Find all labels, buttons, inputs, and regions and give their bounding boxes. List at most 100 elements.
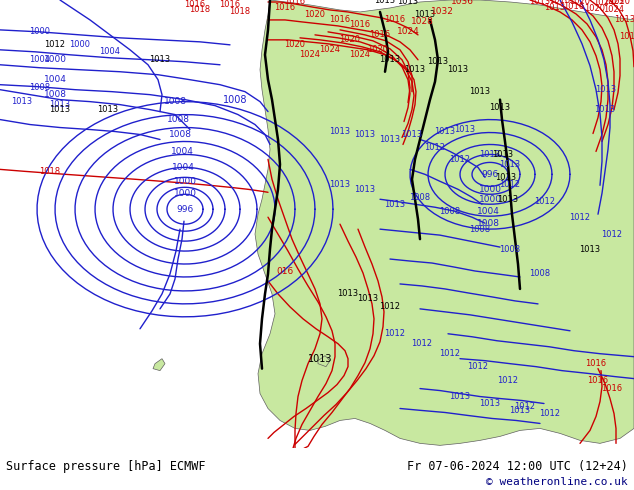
Text: 1016: 1016 [602,384,623,393]
Text: 1000: 1000 [44,55,67,64]
Text: 1004: 1004 [171,147,193,156]
Text: 1013: 1013 [98,105,119,114]
Text: 1013: 1013 [354,130,375,139]
Text: 1013: 1013 [479,399,501,408]
Text: 1000: 1000 [70,40,91,49]
Text: 1016: 1016 [219,0,240,9]
Text: 1013: 1013 [529,0,550,6]
Text: 1013: 1013 [498,195,519,204]
Text: 1013: 1013 [415,10,436,20]
Text: 1023: 1023 [604,0,624,6]
Text: 1013: 1013 [307,354,332,364]
Text: 1004: 1004 [477,207,500,216]
Text: 1013: 1013 [434,127,456,136]
Text: 1024: 1024 [397,27,419,36]
Text: 1013: 1013 [545,3,566,12]
Text: 1013: 1013 [379,135,401,144]
Text: 1013: 1013 [49,105,70,114]
Text: 1013: 1013 [619,32,634,41]
Text: 1008: 1008 [223,95,247,105]
Text: 1013: 1013 [469,87,491,96]
Text: 1016: 1016 [285,0,306,6]
Text: 1013: 1013 [479,150,501,159]
Text: 1008: 1008 [439,207,460,216]
Text: 1024: 1024 [320,45,340,54]
Text: 1000: 1000 [174,189,197,198]
Text: 1008: 1008 [29,83,51,92]
Text: 1032: 1032 [430,7,453,17]
Text: 1013: 1013 [358,294,378,303]
Polygon shape [153,359,165,370]
Text: 1012: 1012 [498,376,519,385]
Text: 1024: 1024 [604,5,624,15]
Text: 1013: 1013 [11,97,32,106]
Text: 1012: 1012 [44,40,65,49]
Text: 1008: 1008 [469,224,491,234]
Text: 1012: 1012 [384,329,406,338]
Text: 1012: 1012 [439,349,460,358]
Text: 1013: 1013 [448,65,469,74]
Text: 1013: 1013 [330,180,351,189]
Text: 1013: 1013 [384,200,406,209]
Text: 1016: 1016 [588,376,609,385]
Text: 1013: 1013 [150,55,171,64]
Text: 1020: 1020 [285,40,306,49]
Text: 1020: 1020 [304,10,325,20]
Text: 1013: 1013 [493,150,514,159]
Text: 1004: 1004 [30,55,51,64]
Text: 1013: 1013 [595,85,616,94]
Text: 1018: 1018 [39,167,61,176]
Text: 1013: 1013 [614,15,634,24]
Text: 1024: 1024 [299,50,321,59]
Text: Surface pressure [hPa] ECMWF: Surface pressure [hPa] ECMWF [6,460,206,473]
Text: 1013: 1013 [510,406,531,415]
Text: 1008: 1008 [410,193,430,202]
Text: 1028: 1028 [411,18,434,26]
Text: 1013: 1013 [450,392,470,401]
Text: 1012: 1012 [515,402,536,411]
Text: 1016: 1016 [384,15,406,24]
Text: 1016: 1016 [585,359,607,368]
Text: 1013: 1013 [455,125,476,134]
Text: 1000: 1000 [479,195,501,204]
Text: 1013: 1013 [404,65,425,74]
Text: 996: 996 [176,205,193,214]
Text: 996: 996 [481,170,498,179]
Text: 1013: 1013 [49,100,70,109]
Text: 1012: 1012 [467,362,489,371]
Text: 1008: 1008 [167,115,190,124]
Text: 1020: 1020 [339,35,361,45]
Text: 1008: 1008 [477,219,500,228]
Text: 1012: 1012 [569,213,590,221]
Text: 1016: 1016 [349,21,370,29]
Text: 1012: 1012 [602,230,623,239]
Text: 1008: 1008 [169,130,191,139]
Text: 1012: 1012 [534,197,555,206]
Text: 1012: 1012 [500,180,521,189]
Text: 1016: 1016 [370,30,391,39]
Text: 1016: 1016 [564,2,585,11]
Text: 1013: 1013 [579,245,600,254]
Text: 1013: 1013 [495,173,517,182]
Polygon shape [318,356,330,367]
Text: 1013: 1013 [489,103,510,112]
Text: 1013: 1013 [337,290,359,298]
Text: 1013: 1013 [330,127,351,136]
Text: 1012: 1012 [540,409,560,418]
Text: 1016: 1016 [184,0,205,9]
Text: 1018: 1018 [190,5,210,15]
Text: 1008: 1008 [529,270,550,278]
Text: 1020: 1020 [609,0,630,6]
Text: 1036: 1036 [451,0,474,6]
Text: 1016: 1016 [550,0,571,4]
Text: 1008: 1008 [44,90,67,99]
Text: 1018: 1018 [230,7,250,17]
Text: 1008: 1008 [500,245,521,254]
Text: 1012: 1012 [411,339,432,348]
Text: 1000: 1000 [174,177,197,186]
Text: 1013: 1013 [500,160,521,169]
Text: 1016: 1016 [275,3,295,12]
Text: 1013: 1013 [595,105,616,114]
Text: Fr 07-06-2024 12:00 UTC (12+24): Fr 07-06-2024 12:00 UTC (12+24) [407,460,628,473]
Text: 1012: 1012 [450,155,470,164]
